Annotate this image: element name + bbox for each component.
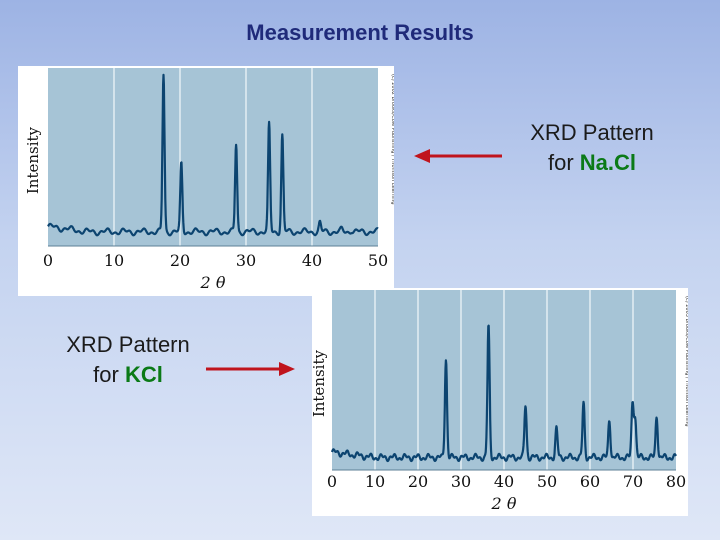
kcl-peak-2 [524,404,526,406]
nacl-peak-2 [235,143,237,145]
nacl-tick-label: 40 [302,251,322,270]
kcl-x-axis-label: 2 θ [491,494,517,513]
nacl-caption-line2: for Na.Cl [488,148,696,178]
kcl-tick-label: 0 [327,472,337,491]
kcl-tick-label: 70 [623,472,643,491]
nacl-xrd-trace [47,73,379,237]
kcl-xrd-chart: 0 10 20 30 40 50 60 70 80 2 θ Intensity (c) 2003 Br… [312,288,688,516]
nacl-peak-0 [162,74,164,76]
kcl-tick-label: 50 [537,472,557,491]
kcl-caption-line1: XRD Pattern [66,332,190,357]
nacl-tick-label: 50 [368,251,388,270]
kcl-tick-label: 80 [666,472,686,491]
nacl-peak-7 [350,229,352,231]
nacl-copyright-text: (c) 2002 Brooks/Cole Publishing / Thomso… [390,74,394,205]
kcl-xrd-trace [330,324,677,463]
nacl-caption-line1: XRD Pattern [530,120,654,145]
kcl-tick-label: 60 [580,472,600,491]
kcl-peak-8 [655,415,657,417]
nacl-peak-1 [180,163,182,165]
kcl-tick-label: 30 [451,472,471,491]
nacl-tick-label: 20 [170,251,190,270]
kcl-caption: XRD Pattern for KCl [36,330,220,390]
kcl-peak-5 [608,418,610,420]
kcl-copyright-text: (c) 2003 Brooks/Cole Publishing / Thomso… [684,296,688,427]
nacl-y-axis-label: Intensity [24,126,42,194]
kcl-peak-3 [555,427,557,429]
kcl-peak-1 [487,325,489,327]
nacl-tick-label: 30 [236,251,256,270]
kcl-y-axis-label: Intensity [312,350,328,418]
kcl-peak-7 [634,417,636,419]
kcl-caption-for: for [93,362,125,387]
kcl-xrd-plot: 0 10 20 30 40 50 60 70 80 2 θ Intensity (c) 2003 Br… [312,290,688,513]
nacl-peak-4 [281,134,283,136]
kcl-caption-line2: for KCl [36,360,220,390]
nacl-caption-for: for [547,150,580,175]
kcl-peak-0 [445,357,447,359]
nacl-peak-5 [319,222,321,224]
slide-title: Measurement Results [246,20,474,45]
nacl-x-axis-label: 2 θ [200,273,226,292]
nacl-xrd-chart: 0 10 20 30 40 50 2 θ Intensity (c) 2002 Brooks/C… [18,66,394,296]
nacl-caption: XRD Pattern for Na.Cl [488,118,696,178]
nacl-tick-label: 10 [104,251,124,270]
kcl-tick-label: 10 [365,472,385,491]
nacl-peak-3 [268,124,270,126]
kcl-peak-6 [631,402,633,404]
kcl-peak-4 [582,402,584,404]
kcl-tick-label: 40 [494,472,514,491]
nacl-xrd-plot: 0 10 20 30 40 50 2 θ Intensity (c) 2002 Brooks/C… [24,68,394,292]
nacl-compound-name: Na.Cl [579,150,637,175]
kcl-tick-label: 20 [408,472,428,491]
kcl-compound-name: KCl [124,362,163,387]
nacl-tick-label: 0 [43,251,53,270]
nacl-peak-6 [341,229,343,231]
nacl-plot-area [48,68,378,246]
